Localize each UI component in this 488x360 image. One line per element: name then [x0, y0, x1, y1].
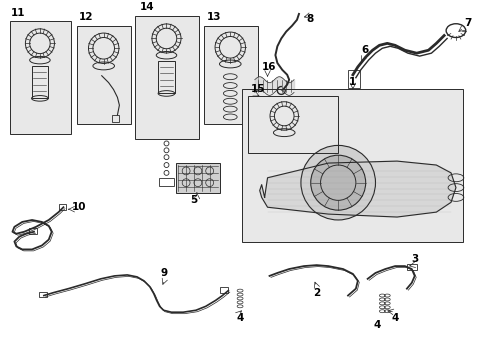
- Bar: [31, 66, 48, 98]
- Text: 11: 11: [11, 8, 25, 18]
- Bar: [220, 287, 228, 293]
- Bar: [77, 26, 131, 124]
- Text: 12: 12: [79, 12, 93, 22]
- Text: 13: 13: [206, 12, 221, 22]
- Text: 8: 8: [306, 14, 313, 24]
- Text: 5: 5: [190, 195, 197, 206]
- Text: 9: 9: [161, 268, 168, 278]
- Text: 15: 15: [250, 84, 265, 94]
- Text: 4: 4: [390, 313, 398, 323]
- Text: 14: 14: [139, 2, 154, 12]
- Bar: [29, 228, 37, 234]
- Text: 4: 4: [373, 320, 380, 330]
- Circle shape: [310, 155, 365, 210]
- Text: 3: 3: [411, 254, 418, 264]
- Text: 2: 2: [312, 288, 320, 298]
- Text: 4: 4: [236, 313, 244, 323]
- Bar: [203, 26, 257, 124]
- Text: 10: 10: [71, 202, 85, 212]
- Bar: [111, 115, 119, 122]
- Bar: [158, 178, 174, 186]
- Bar: [176, 163, 220, 193]
- Polygon shape: [259, 161, 455, 217]
- Text: 16: 16: [261, 62, 276, 72]
- Bar: [347, 70, 359, 87]
- Text: 1: 1: [348, 77, 356, 86]
- Circle shape: [300, 145, 375, 220]
- Text: 7: 7: [463, 18, 470, 28]
- Bar: [59, 204, 66, 210]
- Bar: [247, 96, 338, 153]
- Bar: [9, 21, 71, 134]
- Bar: [158, 61, 175, 94]
- Bar: [242, 90, 462, 242]
- Bar: [406, 264, 416, 270]
- Bar: [135, 16, 199, 139]
- Text: 6: 6: [361, 45, 368, 55]
- Bar: [39, 292, 47, 297]
